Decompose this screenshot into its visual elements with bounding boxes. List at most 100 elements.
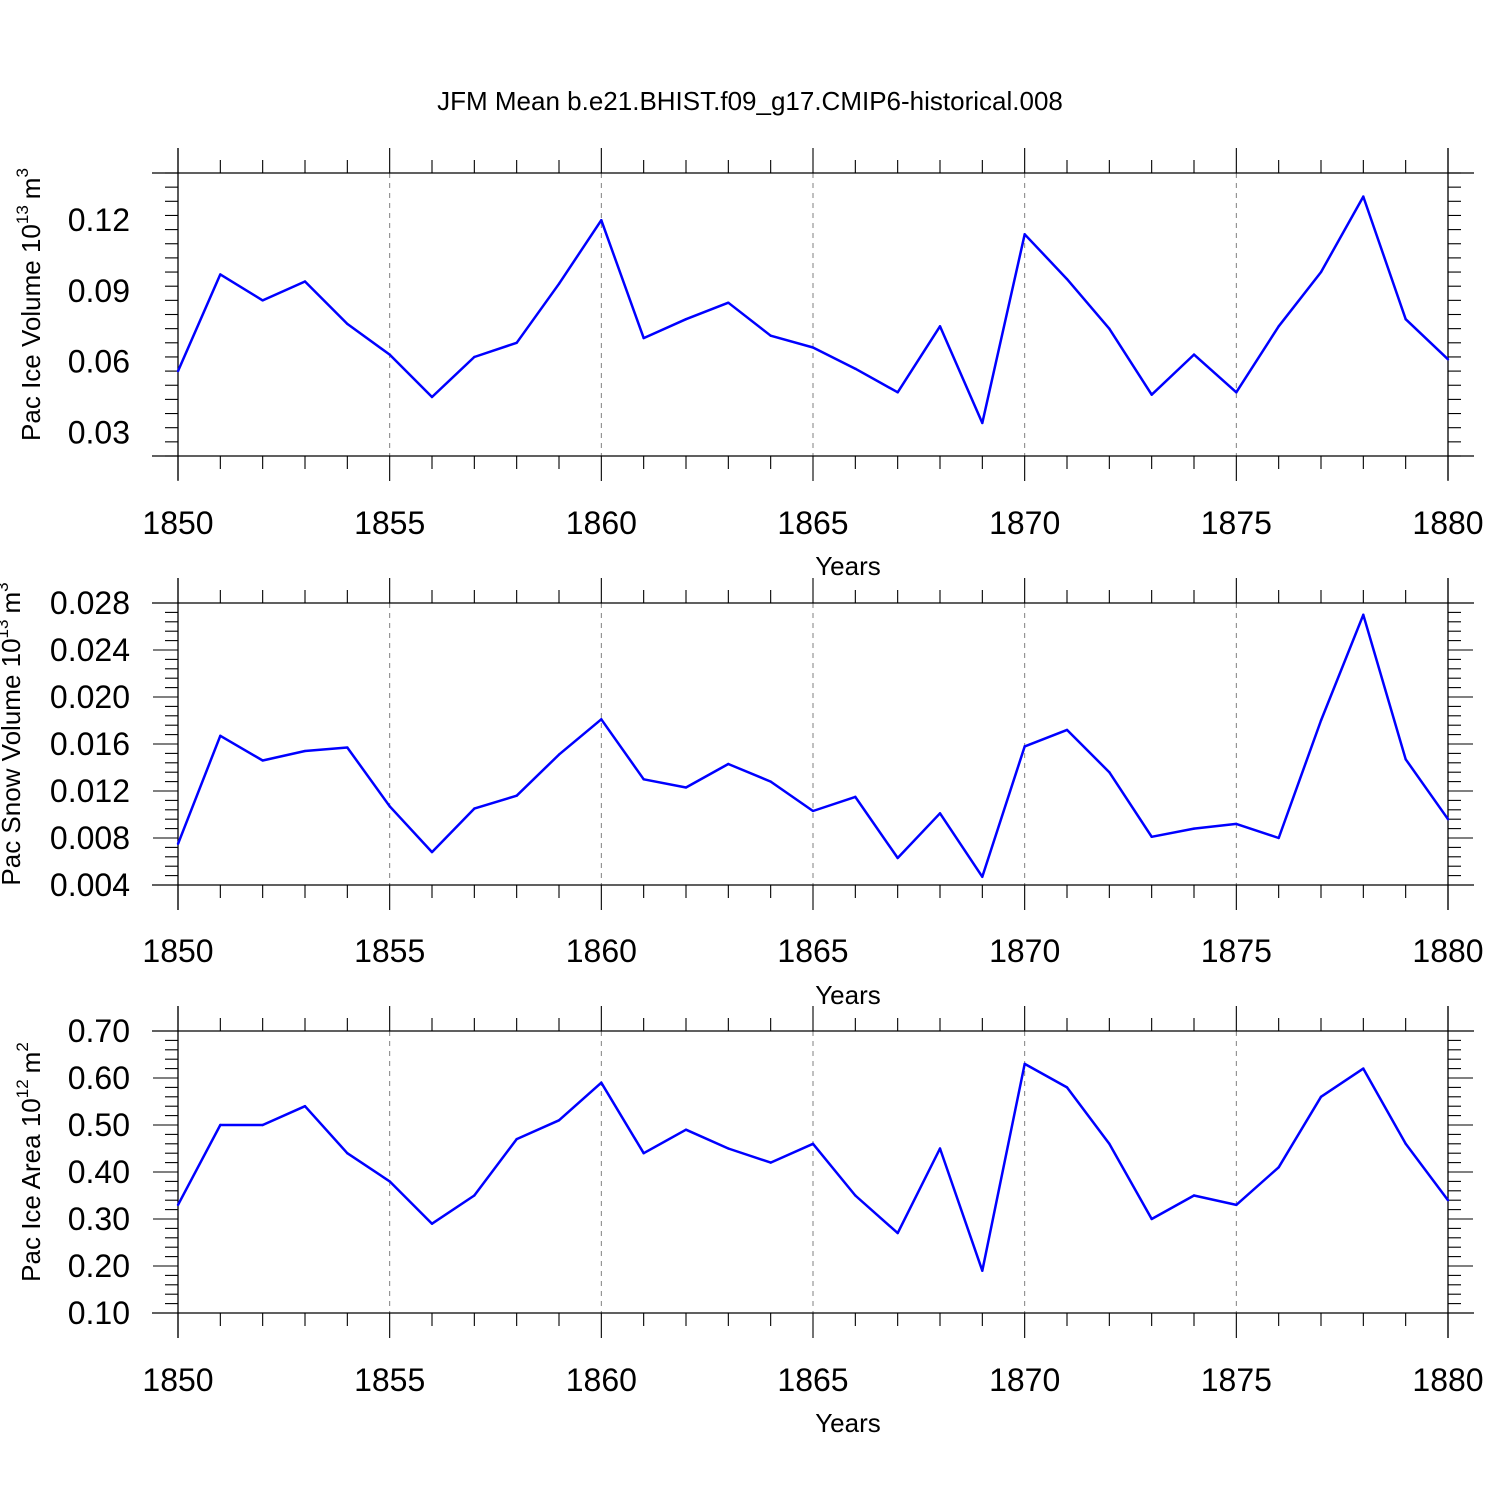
- data-point: [346, 1152, 349, 1155]
- data-point: [1235, 822, 1238, 826]
- data-point: [388, 353, 391, 356]
- data-point: [1446, 818, 1450, 821]
- chart-panel-3: 1850 1855 1860 1865 1870 1875 1880 0.10 0.20 0.30…: [13, 1006, 1484, 1438]
- data-point: [303, 749, 307, 753]
- x-tick-label: 1870: [989, 933, 1060, 969]
- data-point: [769, 1161, 772, 1164]
- data-point: [981, 875, 984, 878]
- chart-panel-1: 1850 1855 1860 1865 1870 1875 1880 0.03 0.06 0.09…: [13, 148, 1484, 581]
- data-point: [938, 1147, 942, 1150]
- y-tick-label: 0.10: [68, 1295, 130, 1331]
- x-tick-label: 1875: [1201, 505, 1272, 541]
- data-point: [684, 786, 688, 789]
- data-point: [854, 1194, 857, 1197]
- data-point: [1277, 1166, 1280, 1169]
- y-tick-label: 0.09: [68, 273, 130, 309]
- series-line: [176, 195, 1449, 425]
- x-axis-label: Years: [815, 551, 881, 581]
- y-tick-label: 0.024: [50, 632, 130, 668]
- data-point: [557, 282, 561, 286]
- y-tick-label: 0.028: [50, 585, 130, 621]
- data-point: [1404, 758, 1407, 761]
- y-tick-label: 0.020: [50, 679, 130, 715]
- data-point: [896, 391, 899, 394]
- data-point: [388, 1180, 391, 1183]
- data-point: [1023, 233, 1026, 236]
- data-point: [1065, 277, 1069, 281]
- data-point: [261, 299, 264, 302]
- data-point: [473, 355, 476, 359]
- data-point: [1319, 270, 1323, 274]
- y-axis-label-superscript: 13: [0, 620, 12, 639]
- data-point: [1235, 1203, 1238, 1207]
- data-point: [219, 1123, 222, 1127]
- x-axis-label: Years: [815, 980, 881, 1010]
- data-point: [600, 718, 603, 721]
- data-point: [1108, 327, 1111, 330]
- data-point: [727, 301, 730, 304]
- data-point: [600, 1081, 603, 1084]
- y-axis-label-superscript: 2: [13, 1042, 32, 1051]
- x-tick-label: 1865: [777, 933, 848, 969]
- data-point: [769, 334, 772, 337]
- data-point: [1150, 393, 1153, 396]
- data-point: [1108, 771, 1111, 774]
- x-tick-label: 1855: [354, 505, 425, 541]
- x-tick-label: 1860: [566, 1362, 637, 1398]
- x-tick-label: 1855: [354, 1362, 425, 1398]
- y-axis-label-part: Pac Snow Volume 10: [0, 638, 26, 885]
- data-point: [557, 1119, 561, 1122]
- data-point: [854, 795, 857, 799]
- chart-panel-2: 1850 1855 1860 1865 1870 1875 1880 0.004 0.008 0.…: [0, 578, 1484, 1010]
- y-tick-label: 0.50: [68, 1107, 130, 1143]
- x-tick-label: 1850: [142, 505, 213, 541]
- y-axis-label: Pac Snow Volume 1013 m3: [0, 582, 26, 885]
- data-point: [557, 753, 561, 756]
- data-point: [854, 367, 857, 370]
- y-axis-label-superscript: 3: [0, 582, 12, 591]
- y-tick-label: 0.012: [50, 773, 130, 809]
- y-tick-label: 0.30: [68, 1201, 130, 1237]
- y-tick-label: 0.03: [68, 414, 130, 450]
- data-point: [1235, 391, 1238, 394]
- y-axis-label-part: m: [16, 1052, 46, 1074]
- data-point: [1150, 835, 1153, 839]
- data-point: [261, 759, 264, 762]
- y-tick-label: 0.008: [50, 820, 130, 856]
- data-point: [388, 805, 391, 808]
- y-tick-label: 0.40: [68, 1154, 130, 1190]
- x-tick-label: 1855: [354, 933, 425, 969]
- x-tick-label: 1860: [566, 933, 637, 969]
- data-point: [219, 734, 222, 737]
- y-tick-label: 0.12: [68, 202, 130, 238]
- data-point: [303, 280, 307, 283]
- data-point: [896, 856, 899, 860]
- data-point: [1319, 719, 1323, 722]
- x-tick-label: 1865: [777, 505, 848, 541]
- y-tick-label: 0.016: [50, 726, 130, 762]
- y-axis-label-part: m: [0, 592, 26, 614]
- x-tick-label: 1880: [1412, 505, 1483, 541]
- data-point: [1065, 1086, 1069, 1089]
- y-axis-label-superscript: 13: [13, 205, 32, 224]
- data-point: [1362, 1067, 1365, 1070]
- data-point: [430, 850, 434, 854]
- data-point: [1404, 318, 1407, 321]
- x-tick-label: 1880: [1412, 1362, 1483, 1398]
- data-point: [684, 318, 688, 321]
- x-tick-label: 1850: [142, 1362, 213, 1398]
- data-point: [219, 273, 222, 276]
- y-axis-label: Pac Ice Volume 1013 m3: [13, 168, 46, 441]
- data-point: [727, 762, 730, 766]
- chart-panels: 1850 1855 1860 1865 1870 1875 1880 0.03 0.06 0.09…: [0, 148, 1484, 1438]
- data-point: [642, 1152, 645, 1155]
- data-point: [1446, 1199, 1450, 1202]
- x-axis-label: Years: [815, 1408, 881, 1438]
- y-axis-label-part: Pac Ice Volume 10: [16, 224, 46, 441]
- x-tick-label: 1850: [142, 933, 213, 969]
- data-point: [1065, 728, 1069, 732]
- data-point: [176, 369, 180, 373]
- data-point: [261, 1123, 264, 1127]
- data-point: [303, 1105, 307, 1108]
